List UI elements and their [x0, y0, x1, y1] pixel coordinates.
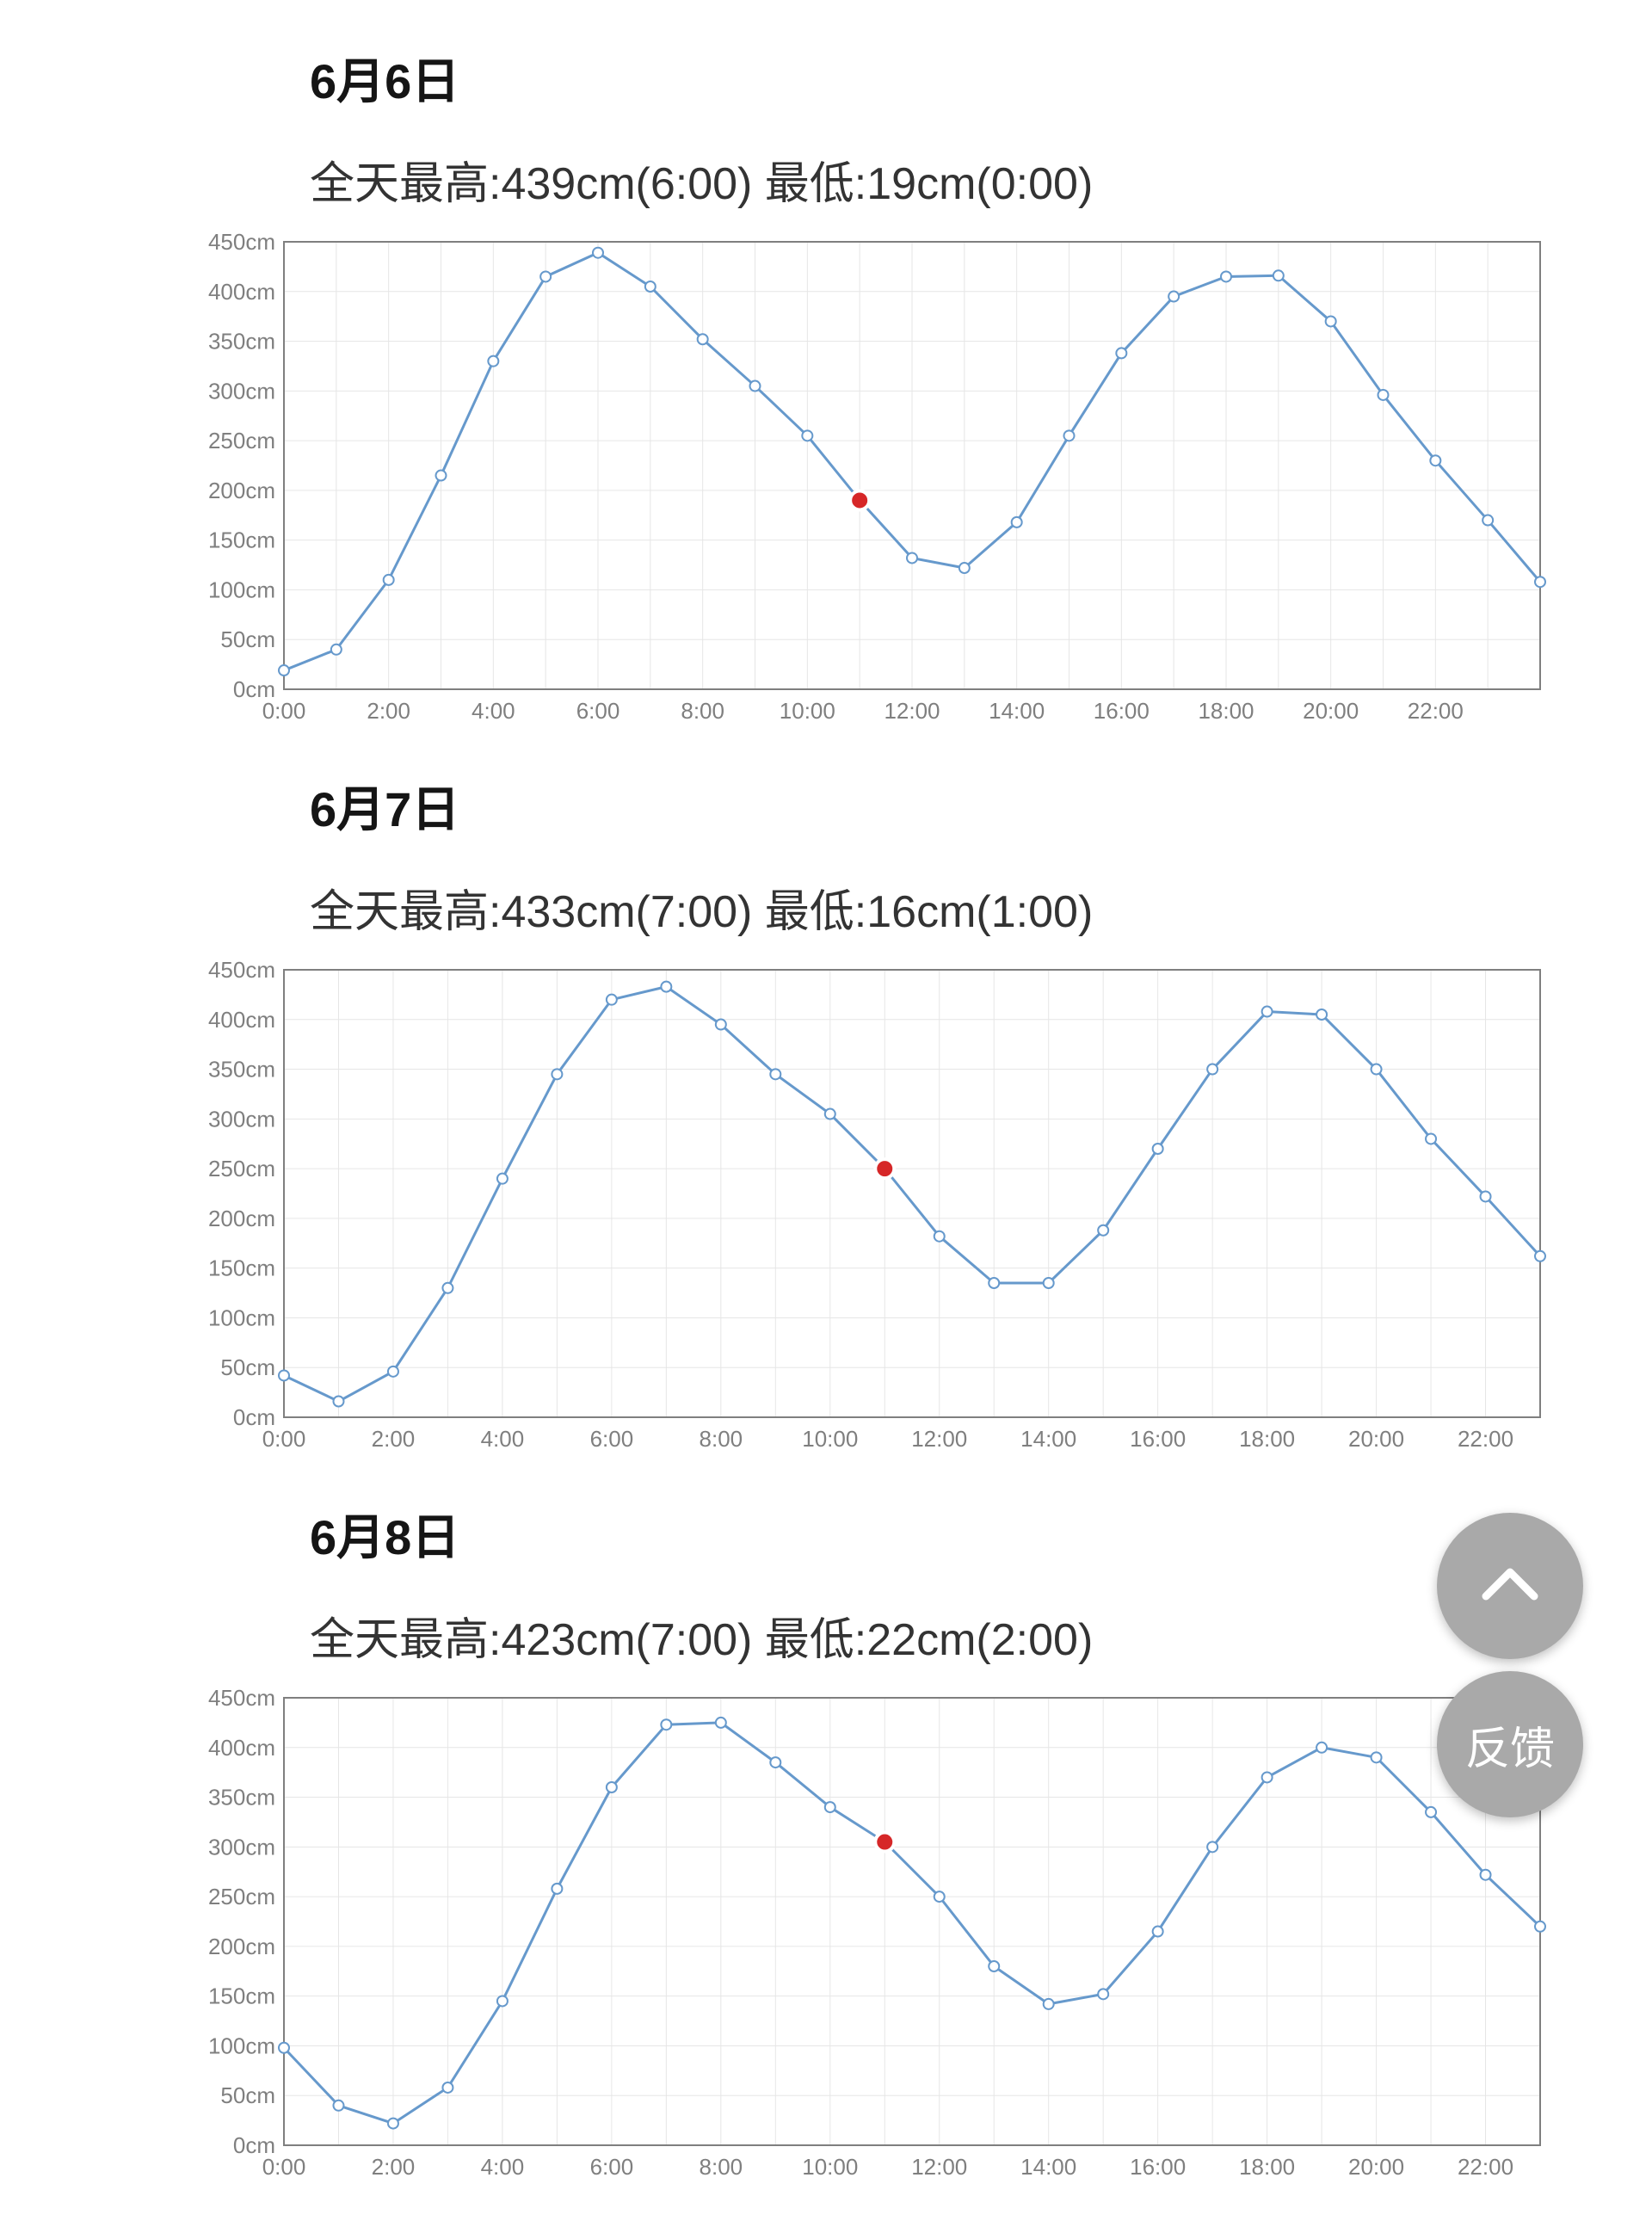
svg-text:0:00: 0:00	[262, 1426, 306, 1452]
svg-text:22:00: 22:00	[1458, 1426, 1513, 1452]
svg-text:450cm: 450cm	[208, 1689, 275, 1711]
feedback-button[interactable]: 反馈	[1437, 1671, 1583, 1817]
svg-text:20:00: 20:00	[1303, 698, 1359, 724]
svg-text:8:00: 8:00	[700, 1426, 743, 1452]
svg-text:22:00: 22:00	[1408, 698, 1464, 724]
svg-text:6:00: 6:00	[590, 2154, 634, 2180]
svg-text:4:00: 4:00	[481, 1426, 525, 1452]
svg-text:16:00: 16:00	[1130, 1426, 1186, 1452]
svg-text:400cm: 400cm	[208, 1007, 275, 1033]
svg-text:300cm: 300cm	[208, 1106, 275, 1132]
svg-text:300cm: 300cm	[208, 378, 275, 404]
svg-text:4:00: 4:00	[472, 698, 515, 724]
svg-text:14:00: 14:00	[1020, 1426, 1076, 1452]
svg-text:2:00: 2:00	[367, 698, 410, 724]
svg-text:150cm: 150cm	[208, 527, 275, 553]
svg-text:100cm: 100cm	[208, 1305, 275, 1330]
svg-text:12:00: 12:00	[911, 2154, 967, 2180]
svg-text:50cm: 50cm	[220, 2082, 275, 2108]
day-section: 6月7日 全天最高:433cm(7:00) 最低:16cm(1:00) 0cm5…	[0, 771, 1652, 1465]
svg-text:450cm: 450cm	[208, 961, 275, 983]
svg-text:200cm: 200cm	[208, 1934, 275, 1959]
svg-text:14:00: 14:00	[989, 698, 1045, 724]
svg-text:450cm: 450cm	[208, 233, 275, 255]
svg-text:6:00: 6:00	[590, 1426, 634, 1452]
day-section: 6月8日 全天最高:423cm(7:00) 最低:22cm(2:00) 0cm5…	[0, 1499, 1652, 2193]
date-title: 6月6日	[310, 43, 1652, 113]
svg-text:400cm: 400cm	[208, 279, 275, 305]
svg-text:10:00: 10:00	[780, 698, 835, 724]
svg-text:10:00: 10:00	[802, 2154, 858, 2180]
svg-text:50cm: 50cm	[220, 626, 275, 652]
svg-text:22:00: 22:00	[1458, 2154, 1513, 2180]
svg-text:16:00: 16:00	[1130, 2154, 1186, 2180]
svg-text:250cm: 250cm	[208, 428, 275, 453]
svg-text:200cm: 200cm	[208, 1206, 275, 1231]
svg-text:14:00: 14:00	[1020, 2154, 1076, 2180]
svg-text:20:00: 20:00	[1348, 1426, 1404, 1452]
svg-text:250cm: 250cm	[208, 1156, 275, 1181]
chevron-up-icon	[1476, 1551, 1544, 1620]
svg-text:400cm: 400cm	[208, 1735, 275, 1761]
feedback-label: 反馈	[1465, 1712, 1555, 1777]
svg-text:350cm: 350cm	[208, 329, 275, 355]
date-title: 6月7日	[310, 771, 1652, 841]
tide-chart: 0cm50cm100cm150cm200cm250cm300cm350cm400…	[181, 1689, 1652, 2193]
tide-page: 6月6日 全天最高:439cm(6:00) 最低:19cm(0:00) 0cm5…	[0, 0, 1652, 2193]
svg-text:2:00: 2:00	[372, 1426, 416, 1452]
day-summary: 全天最高:433cm(7:00) 最低:16cm(1:00)	[310, 875, 1652, 940]
scroll-top-button[interactable]	[1437, 1513, 1583, 1659]
svg-text:6:00: 6:00	[576, 698, 620, 724]
svg-text:200cm: 200cm	[208, 478, 275, 503]
svg-text:250cm: 250cm	[208, 1884, 275, 1909]
svg-text:350cm: 350cm	[208, 1785, 275, 1811]
svg-text:100cm: 100cm	[208, 577, 275, 602]
svg-text:2:00: 2:00	[372, 2154, 416, 2180]
svg-text:10:00: 10:00	[802, 1426, 858, 1452]
tide-chart: 0cm50cm100cm150cm200cm250cm300cm350cm400…	[181, 233, 1652, 737]
svg-text:12:00: 12:00	[911, 1426, 967, 1452]
svg-text:4:00: 4:00	[481, 2154, 525, 2180]
svg-text:8:00: 8:00	[681, 698, 724, 724]
svg-text:12:00: 12:00	[884, 698, 940, 724]
svg-text:150cm: 150cm	[208, 1255, 275, 1281]
svg-text:300cm: 300cm	[208, 1834, 275, 1860]
day-summary: 全天最高:439cm(6:00) 最低:19cm(0:00)	[310, 147, 1652, 212]
svg-text:150cm: 150cm	[208, 1983, 275, 2009]
svg-text:18:00: 18:00	[1198, 698, 1254, 724]
tide-chart: 0cm50cm100cm150cm200cm250cm300cm350cm400…	[181, 961, 1652, 1465]
day-section: 6月6日 全天最高:439cm(6:00) 最低:19cm(0:00) 0cm5…	[0, 43, 1652, 737]
svg-text:0:00: 0:00	[262, 698, 306, 724]
svg-text:100cm: 100cm	[208, 2033, 275, 2058]
svg-text:50cm: 50cm	[220, 1354, 275, 1380]
svg-text:18:00: 18:00	[1239, 2154, 1295, 2180]
svg-text:8:00: 8:00	[700, 2154, 743, 2180]
svg-text:18:00: 18:00	[1239, 1426, 1295, 1452]
svg-text:20:00: 20:00	[1348, 2154, 1404, 2180]
svg-text:0:00: 0:00	[262, 2154, 306, 2180]
svg-text:16:00: 16:00	[1094, 698, 1150, 724]
svg-text:350cm: 350cm	[208, 1057, 275, 1083]
